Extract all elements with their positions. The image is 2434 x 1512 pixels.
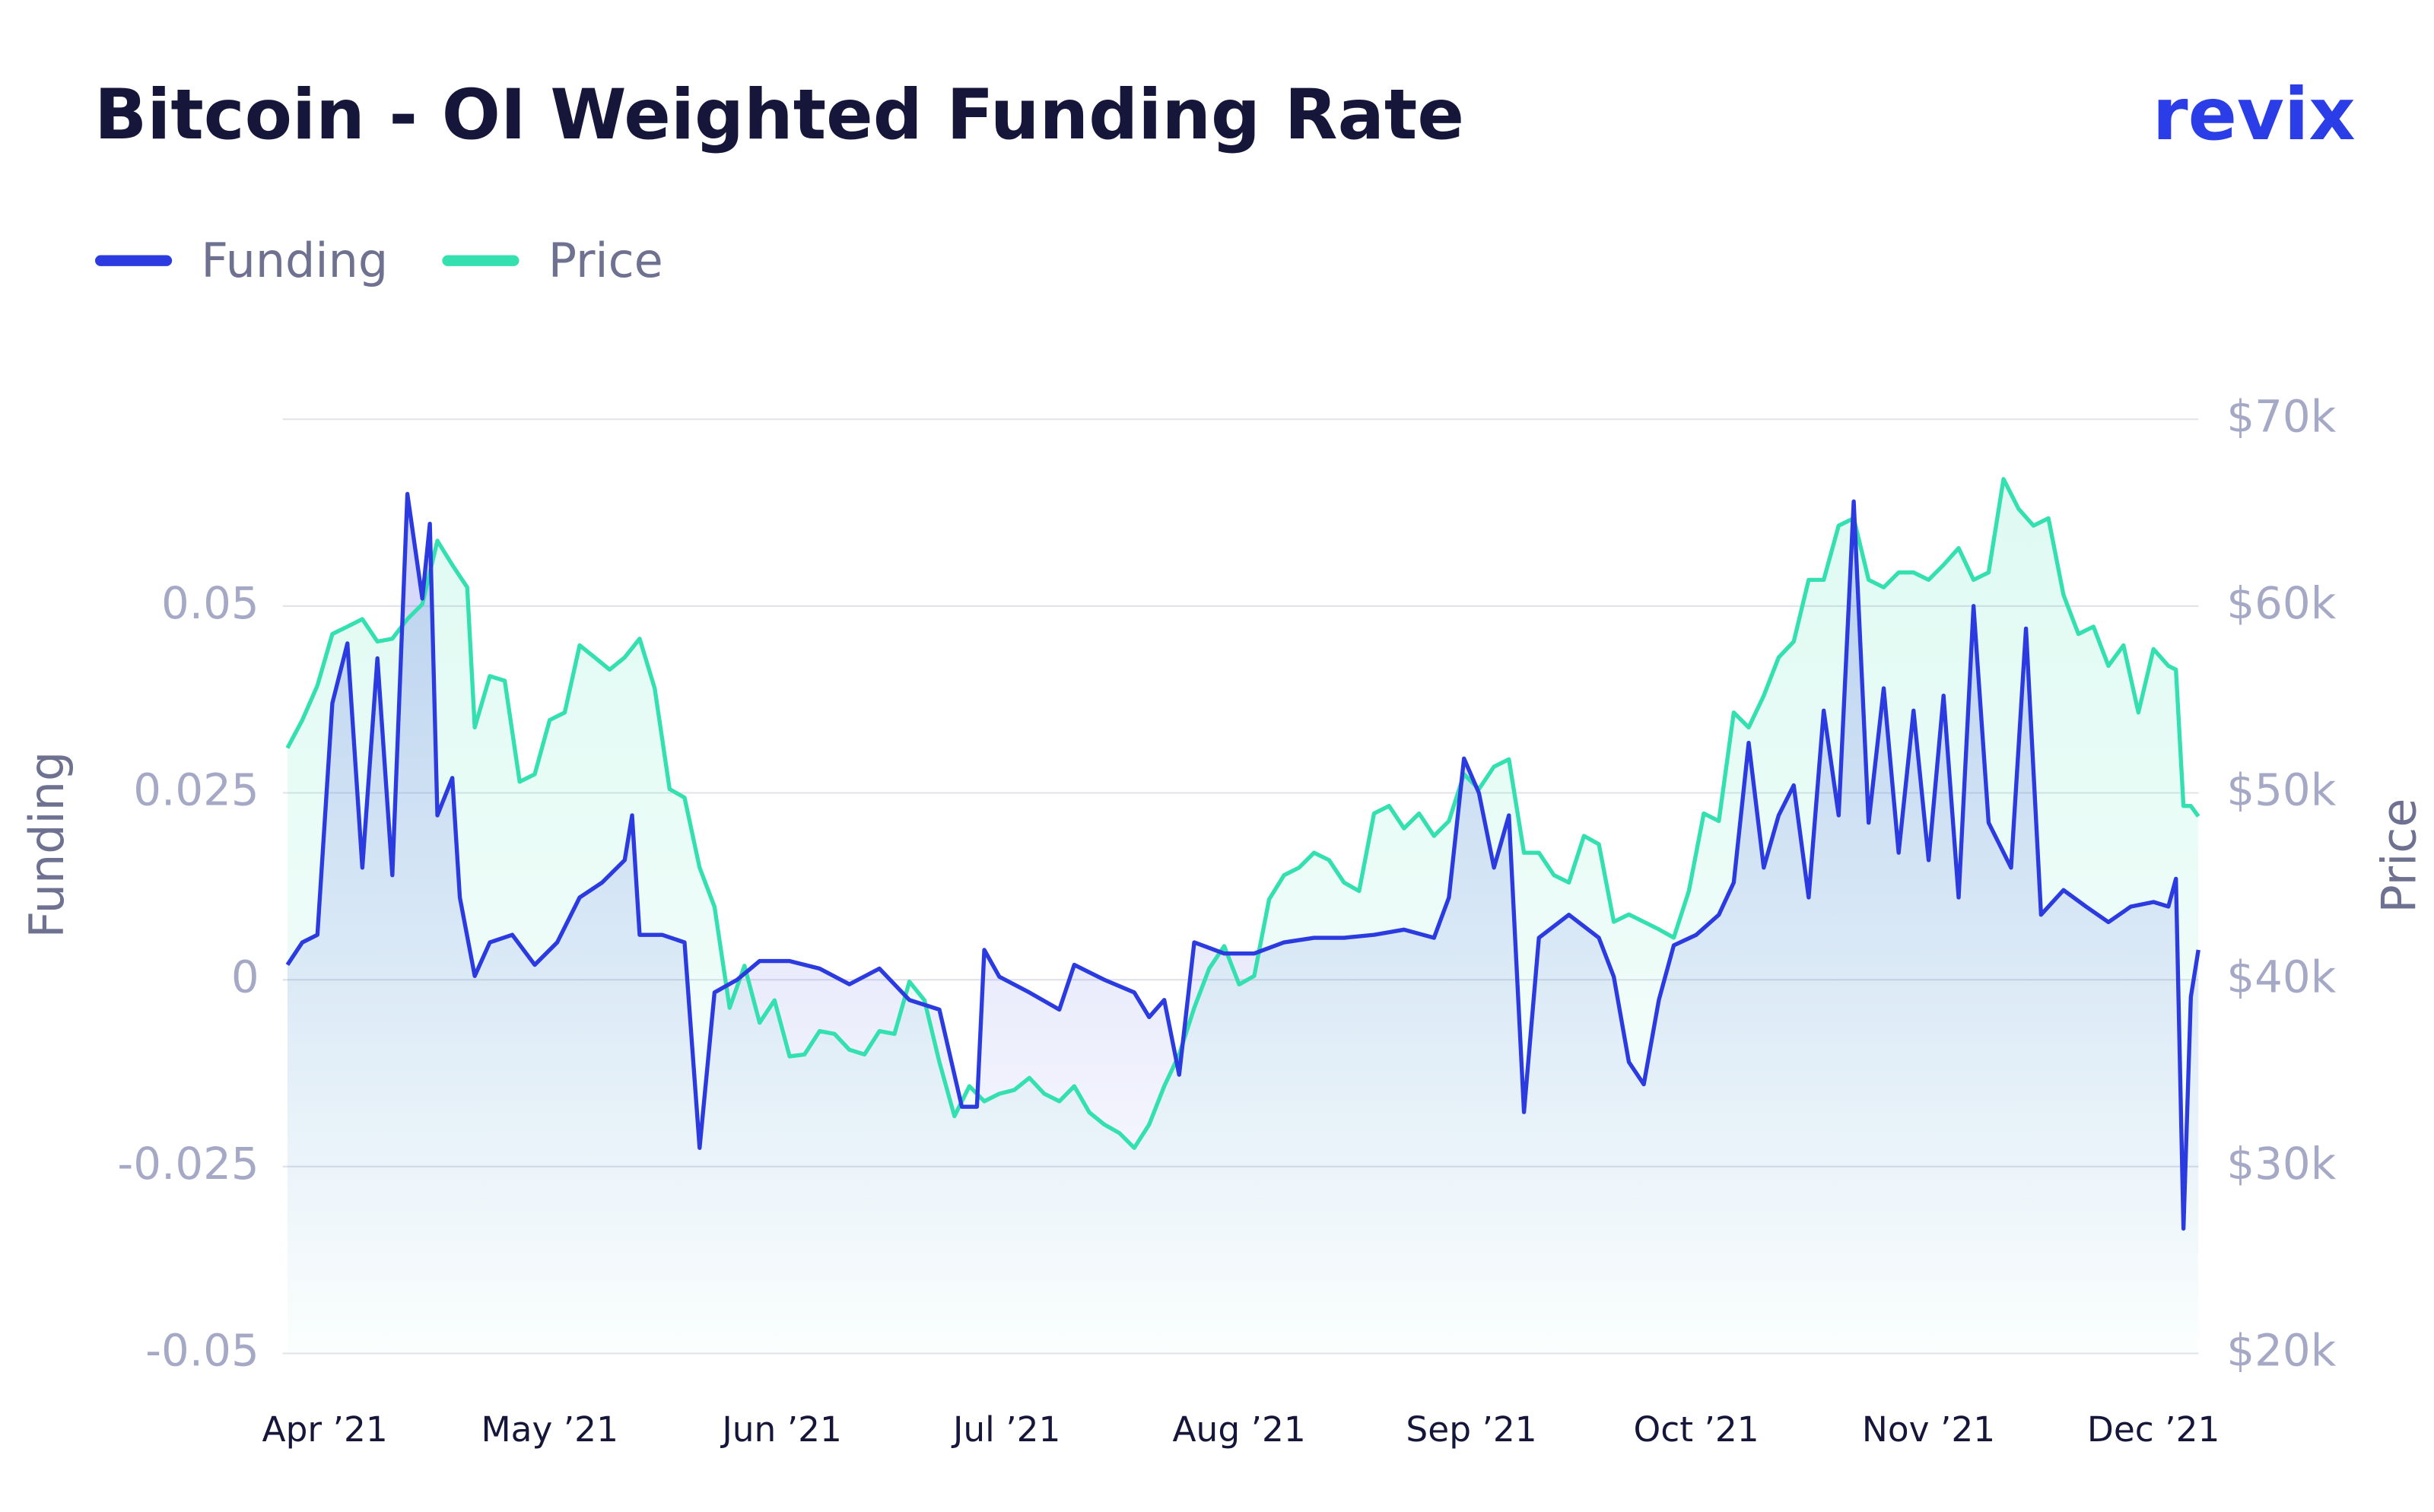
legend-label: Funding (201, 233, 388, 288)
x-tick-label: Sep ’21 (1406, 1409, 1536, 1450)
y-tick-label: -0.025 (117, 1138, 259, 1190)
y-tick-label: 0.025 (133, 764, 259, 816)
y2-tick-label: $60k (2226, 577, 2336, 629)
series-area (287, 494, 2199, 1354)
y-axis-title: Funding (20, 751, 75, 939)
y-tick-label: -0.05 (145, 1325, 259, 1377)
y2-axis-title: Price (2372, 799, 2427, 913)
y2-tick-label: $20k (2226, 1325, 2336, 1377)
x-tick-label: Aug ’21 (1172, 1409, 1305, 1450)
x-tick-label: Jul ’21 (951, 1409, 1060, 1450)
x-tick-label: Dec ’21 (2087, 1409, 2220, 1450)
legend: Funding Price (94, 233, 663, 288)
legend-label: Price (548, 233, 663, 288)
brand-logo: revix (2153, 73, 2356, 157)
y2-tick-label: $50k (2226, 764, 2336, 816)
x-tick-label: Jun ’21 (720, 1409, 842, 1450)
x-tick-label: Oct ’21 (1634, 1409, 1759, 1450)
y2-tick-label: $70k (2226, 390, 2336, 442)
lines (285, 477, 2200, 1231)
areas (287, 478, 2199, 1354)
y-tick-label: 0 (231, 951, 259, 1002)
x-tick-label: May ’21 (481, 1409, 618, 1450)
chart-title: Bitcoin - OI Weighted Funding Rate (94, 75, 1464, 155)
series-line (285, 477, 2200, 1150)
y2-tick-label: $40k (2226, 951, 2336, 1002)
y-tick-label: 0.05 (161, 577, 259, 629)
x-tick-label: Nov ’21 (1862, 1409, 1995, 1450)
x-tick-label: Apr ’21 (262, 1409, 388, 1450)
labels: -0.05 -0.025 0 0.025 0.05 $20k $30k $40k $50k $60… (117, 390, 2336, 1450)
y2-tick-label: $30k (2226, 1138, 2336, 1190)
series-line (285, 491, 2200, 1231)
